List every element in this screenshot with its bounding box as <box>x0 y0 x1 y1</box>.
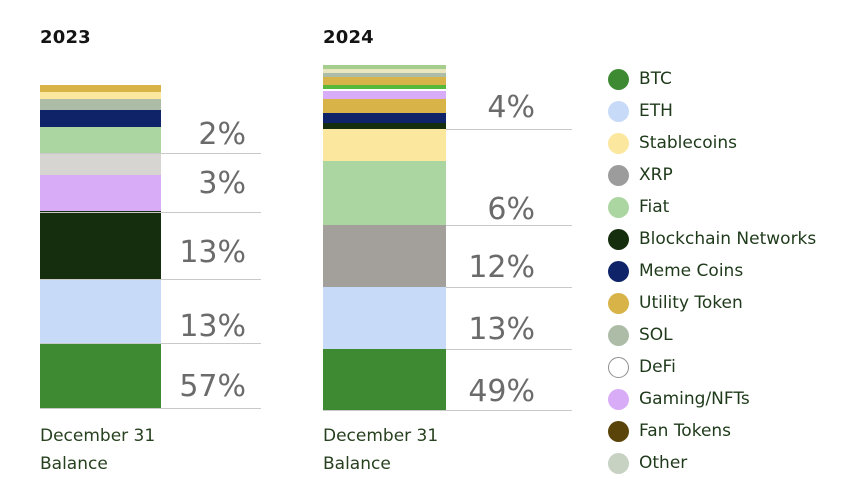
callout-line-2023-2 <box>40 279 261 280</box>
year-title-2023: 2023 <box>40 27 91 48</box>
callout-label-2024-3: 13% <box>468 312 535 347</box>
stacked-bar-2023 <box>40 85 161 408</box>
bar-segment-defi <box>323 89 446 91</box>
legend-swatch <box>608 196 629 218</box>
legend-item-label: Utility Token <box>639 293 743 313</box>
axis-caption-2023: December 31 Balance <box>40 422 155 478</box>
bar-segment-eth <box>40 279 161 343</box>
legend-item-fiat: Fiat <box>608 191 816 223</box>
bar-segment-utility-token <box>323 99 446 113</box>
callout-label-2023-1: 3% <box>198 166 246 201</box>
bar-segment-unlabeled <box>323 77 446 85</box>
legend-item-meme-coins: Meme Coins <box>608 255 816 287</box>
legend-item-blockchain-networks: Blockchain Networks <box>608 223 816 255</box>
bar-segment-meme-coins <box>323 113 446 123</box>
legend-item-xrp: XRP <box>608 159 816 191</box>
callout-label-2023-0: 2% <box>198 117 246 152</box>
callout-label-2023-2: 13% <box>179 235 246 270</box>
bar-segment-blockchain-networks <box>40 211 161 279</box>
legend-item-label: Fan Tokens <box>639 421 732 441</box>
bar-segment-stablecoins <box>323 129 446 161</box>
legend-swatch <box>608 324 629 346</box>
bar-segment-blockchain-networks <box>323 123 446 129</box>
bar-segment-sol <box>40 99 161 110</box>
axis-caption-line: Balance <box>323 454 391 474</box>
bar-segment-meme-coins <box>40 110 161 127</box>
axis-caption-line: December 31 <box>323 426 439 446</box>
legend-item-gaming-nfts: Gaming/NFTs <box>608 383 816 415</box>
callout-line-2024-0 <box>323 129 572 130</box>
legend-item-defi: DeFi <box>608 351 816 383</box>
callout-line-2024-1 <box>323 225 572 226</box>
bar-segment-xrp <box>323 225 446 287</box>
legend-item-label: Other <box>639 453 688 473</box>
bar-segment-gaming-nfts <box>40 175 161 211</box>
axis-caption-line: December 31 <box>40 426 156 446</box>
legend-swatch <box>608 132 629 154</box>
axis-caption-line: Balance <box>40 454 108 474</box>
legend-item-label: Meme Coins <box>639 261 744 281</box>
axis-caption-2024: December 31 Balance <box>323 422 438 478</box>
callout-line-2024-4 <box>323 410 572 411</box>
bar-segment-gaming-nfts <box>323 91 446 99</box>
legend-item-label: DeFi <box>639 357 676 377</box>
legend-swatch <box>608 356 629 378</box>
bar-segment-eth <box>323 287 446 349</box>
legend-item-other: Other <box>608 447 816 479</box>
legend: BTC ETH Stablecoins XRP Fiat Blockchain Netwo… <box>608 63 816 479</box>
bar-segment-stablecoins <box>40 92 161 99</box>
legend-item-stablecoins: Stablecoins <box>608 127 816 159</box>
callout-label-2024-0: 4% <box>487 90 535 125</box>
stacked-bar-2024 <box>323 65 446 410</box>
legend-swatch <box>608 420 629 442</box>
legend-item-btc: BTC <box>608 63 816 95</box>
legend-item-label: XRP <box>639 165 673 185</box>
legend-item-eth: ETH <box>608 95 816 127</box>
legend-swatch <box>608 260 629 282</box>
legend-item-sol: SOL <box>608 319 816 351</box>
legend-item-label: Gaming/NFTs <box>639 389 750 409</box>
legend-item-label: Fiat <box>639 197 670 217</box>
bar-segment-btc <box>323 349 446 410</box>
legend-item-utility-token: Utility Token <box>608 287 816 319</box>
callout-label-2023-4: 57% <box>179 369 246 404</box>
bar-segment-fiat <box>323 161 446 225</box>
legend-item-label: ETH <box>639 101 673 121</box>
bar-segment-unlabeled <box>323 65 446 69</box>
bar-segment-sol <box>323 73 446 77</box>
legend-swatch <box>608 292 629 314</box>
bar-segment-btc <box>40 343 161 408</box>
bar-segment-fiat <box>40 127 161 153</box>
callout-label-2023-3: 13% <box>179 309 246 344</box>
legend-swatch <box>608 100 629 122</box>
bar-segment-unlabeled <box>323 85 446 89</box>
legend-item-label: BTC <box>639 69 672 89</box>
callout-label-2024-4: 49% <box>468 374 535 409</box>
bar-segment-unlabeled <box>323 69 446 73</box>
legend-item-label: Stablecoins <box>639 133 737 153</box>
legend-item-label: Blockchain Networks <box>639 229 817 249</box>
callout-line-2023-4 <box>40 408 261 409</box>
callout-label-2024-2: 12% <box>468 250 535 285</box>
legend-swatch <box>608 228 629 250</box>
callout-line-2023-3 <box>40 343 261 344</box>
legend-swatch <box>608 68 629 90</box>
legend-swatch <box>608 388 629 410</box>
legend-item-label: SOL <box>639 325 673 345</box>
legend-swatch <box>608 164 629 186</box>
year-title-2024: 2024 <box>323 27 374 48</box>
legend-item-fan-tokens: Fan Tokens <box>608 415 816 447</box>
callout-line-2024-3 <box>323 349 572 350</box>
callout-line-2023-0 <box>40 153 261 154</box>
bar-segment-utility-token <box>40 85 161 92</box>
callout-line-2023-1 <box>40 212 261 213</box>
callout-label-2024-1: 6% <box>487 192 535 227</box>
callout-line-2024-2 <box>323 287 572 288</box>
bar-segment-xrp <box>40 153 161 175</box>
legend-swatch <box>608 452 629 474</box>
